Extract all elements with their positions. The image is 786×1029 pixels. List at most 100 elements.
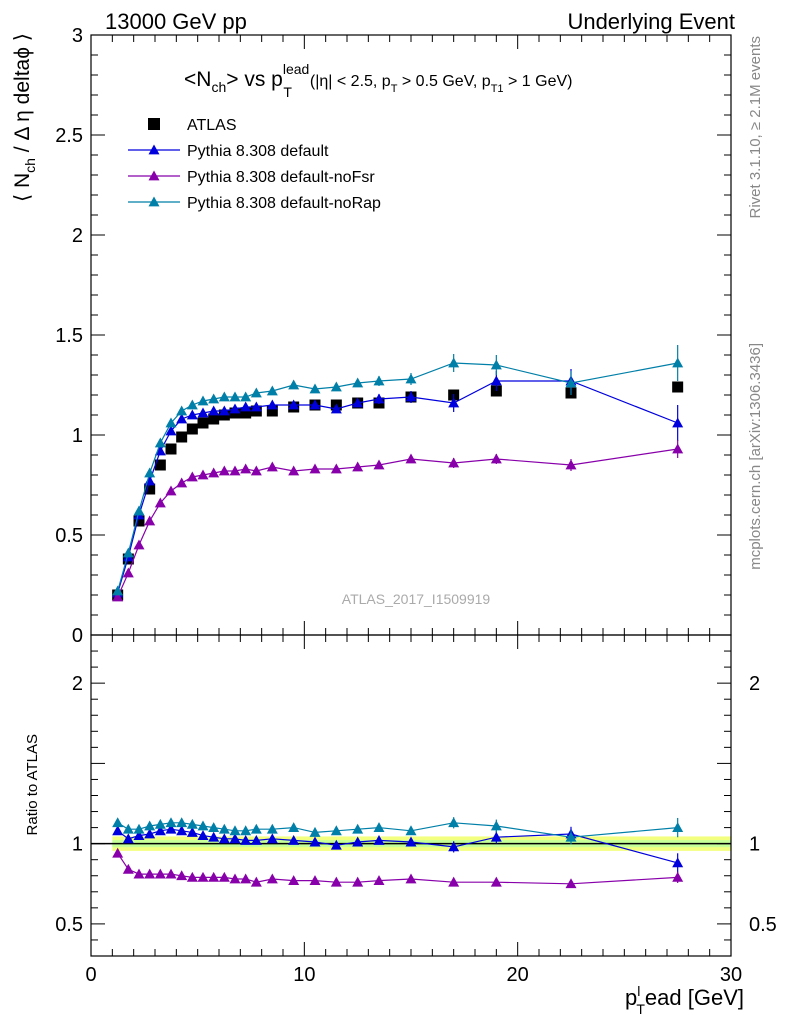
data-point <box>165 485 177 496</box>
data-point <box>229 873 241 884</box>
main-ytick-label: 1.5 <box>55 325 83 347</box>
data-point <box>197 407 209 418</box>
data-point <box>288 822 300 832</box>
data-point <box>330 825 342 836</box>
main-ylabel-post: / Δ η deltaϕ ⟩ <box>11 33 34 158</box>
data-point <box>154 445 166 456</box>
data-point <box>330 381 342 392</box>
data-point <box>144 820 156 831</box>
ratio-series-0 <box>112 823 684 873</box>
ratio-ytick-label-right: 2 <box>749 673 760 695</box>
series-line <box>117 448 678 598</box>
main-ytick-label: 1 <box>72 425 83 447</box>
xlabel: pl Tead [GeV] <box>625 983 744 1017</box>
data-point <box>229 465 241 476</box>
data-point <box>133 830 145 841</box>
data-point <box>240 391 252 402</box>
mcplots-label: mcplots.cern.ch [arXiv:1306.3436] <box>747 343 764 570</box>
data-point <box>186 818 198 829</box>
data-point <box>373 375 385 386</box>
main-ytick-label: 0 <box>72 625 83 647</box>
data-point <box>448 876 460 887</box>
ratio-ytick-label-right: 1 <box>749 834 760 856</box>
data-point <box>352 461 364 472</box>
data-point <box>112 591 124 602</box>
data-point <box>144 828 156 839</box>
title-sup: lead <box>283 61 309 77</box>
data-point <box>672 417 684 428</box>
data-point <box>122 833 134 844</box>
data-point <box>448 817 460 828</box>
plot-title: <Nch> vs plead T(|η| < 2.5, pT > 0.5 GeV,… <box>184 61 572 100</box>
data-point <box>186 423 198 435</box>
main-ytick-label: 2 <box>72 225 83 247</box>
axes-layer: 00.511.522.530.5 0.51 12 20 10 20 30 <box>55 25 777 986</box>
data-point <box>373 875 385 885</box>
main-ylabel-pre: ⟨ N <box>11 173 34 202</box>
data-point <box>490 820 502 831</box>
data-point <box>352 377 364 388</box>
data-point <box>672 443 684 454</box>
legend-marker <box>148 170 160 181</box>
xlabel-post: ead [GeV] <box>645 985 744 1010</box>
data-point <box>288 399 300 410</box>
data-point <box>133 539 145 550</box>
title-cuts-d: T1 <box>491 83 504 95</box>
data-point <box>288 875 300 885</box>
xlabel-pre: p <box>625 985 637 1010</box>
legend: ATLAS Pythia 8.308 default Pythia 8.308 de… <box>128 117 381 212</box>
data-point <box>197 395 209 406</box>
title-main: <N <box>184 68 211 91</box>
data-point <box>352 397 364 408</box>
data-point <box>266 823 278 834</box>
data-point <box>240 825 252 836</box>
data-point <box>672 857 684 868</box>
data-point <box>240 873 252 884</box>
data-point <box>154 459 166 471</box>
main-ytick-label: 2.5 <box>55 125 83 147</box>
legend-entry: ATLAS <box>148 117 237 134</box>
main-ytick-label: 3 <box>72 25 83 47</box>
title-cuts-e: > 1 GeV) <box>504 73 573 90</box>
data-point <box>133 868 145 879</box>
title-sub1: ch <box>211 79 226 95</box>
data-point <box>490 375 502 386</box>
data-point <box>154 497 166 508</box>
data-point <box>672 822 684 832</box>
data-point <box>672 871 684 882</box>
ratio-series-1 <box>112 847 684 889</box>
data-point <box>405 373 417 384</box>
data-point <box>250 823 262 834</box>
legend-label: ATLAS <box>187 117 237 134</box>
xlabel-sub: T <box>636 1001 645 1017</box>
data-point <box>197 469 209 480</box>
main-ylabel-sub: ch <box>22 158 38 173</box>
data-point <box>133 823 145 834</box>
data-point <box>405 836 417 847</box>
data-point <box>309 875 321 885</box>
rivet-label: Rivet 3.1.10, ≥ 2.1M events <box>747 36 764 219</box>
data-point <box>250 834 262 845</box>
data-point <box>122 567 134 578</box>
data-point <box>186 471 198 482</box>
data-point <box>405 391 417 402</box>
data-point <box>208 393 220 404</box>
data-point <box>154 868 166 879</box>
data-point <box>218 405 230 416</box>
legend-marker <box>148 144 160 155</box>
data-point <box>154 437 166 448</box>
title-cuts-c: > 0.5 GeV, p <box>397 73 490 90</box>
data-point <box>154 825 166 836</box>
data-point <box>165 868 177 879</box>
data-point <box>218 871 230 882</box>
data-point <box>266 873 278 884</box>
data-point <box>240 407 252 419</box>
data-point <box>448 841 460 852</box>
data-point <box>229 403 241 414</box>
series-3 <box>112 345 684 596</box>
legend-marker <box>148 196 160 207</box>
data-point <box>373 459 385 470</box>
data-point <box>288 465 300 476</box>
